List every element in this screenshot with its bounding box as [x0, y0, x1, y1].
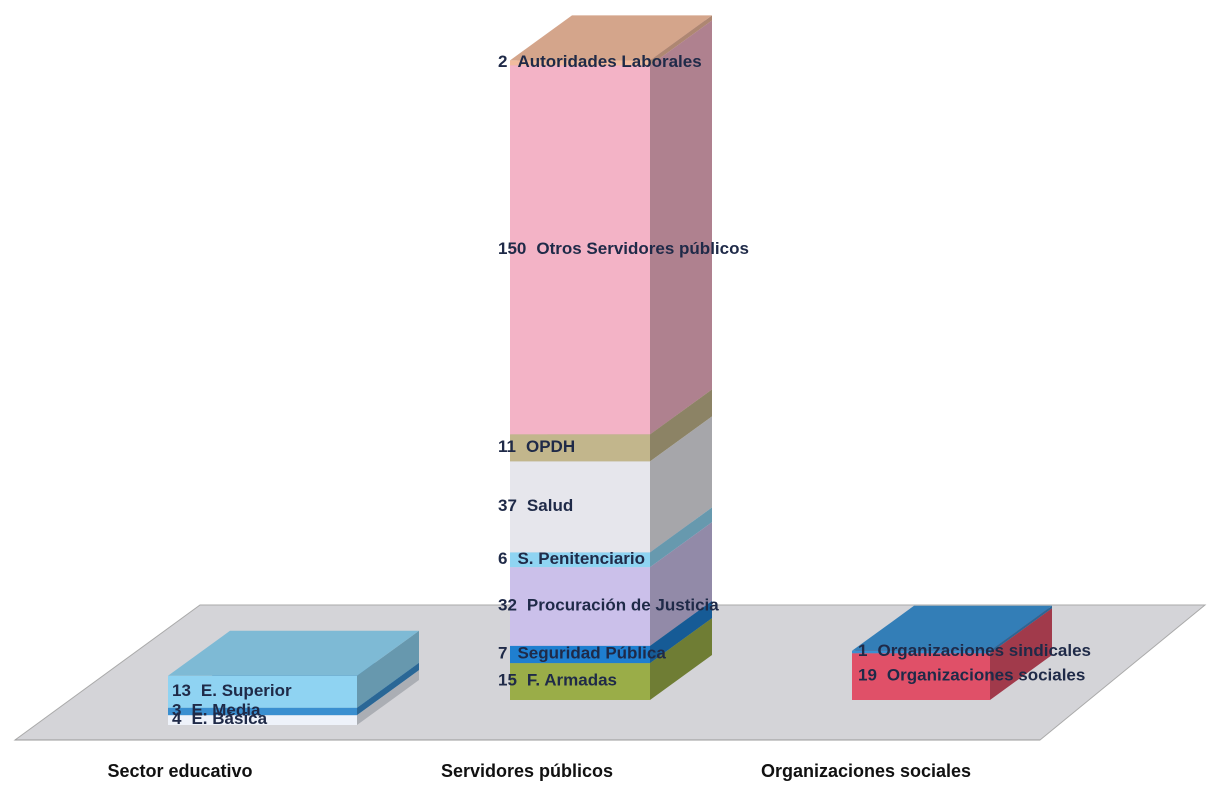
data-label-name: Otros Servidores públicos: [536, 239, 749, 258]
data-label-name: Procuración de Justicia: [527, 596, 719, 615]
data-label-name: S. Penitenciario: [517, 549, 645, 568]
data-label-name: E. Media: [191, 701, 261, 720]
data-label-value: 1: [858, 642, 867, 661]
bar-segment: [852, 653, 990, 700]
data-label: 19 Organizaciones sociales: [858, 666, 1085, 685]
x-tick-label: Sector educativo: [107, 761, 252, 781]
data-label: 11 OPDH: [498, 437, 575, 456]
bar-segment: [168, 715, 357, 725]
bar-segment: [510, 663, 650, 700]
data-label-value: 6: [498, 549, 507, 568]
data-label-value: 15: [498, 671, 517, 690]
data-label-value: 13: [172, 681, 191, 700]
data-label-value: 3: [172, 701, 181, 720]
bar-side: [650, 522, 712, 646]
bar-side: [650, 15, 712, 66]
data-label-value: 19: [858, 666, 877, 685]
bar-side: [357, 670, 419, 725]
bar-segment: [852, 650, 990, 654]
bar-side: [357, 630, 419, 708]
data-label-name: E. Básica: [191, 710, 267, 729]
data-label-name: E. Superior: [201, 681, 292, 700]
bar-side: [990, 605, 1052, 654]
data-label-value: 150: [498, 239, 526, 258]
bar-segment: [510, 552, 650, 568]
bar-side: [357, 662, 419, 716]
data-label-value: 11: [498, 437, 516, 456]
data-label-value: 2: [498, 52, 507, 71]
data-label: 3 E. Media: [172, 701, 261, 720]
x-tick-label: Organizaciones sociales: [761, 761, 971, 781]
bar-side: [650, 389, 712, 462]
bar-segment: [510, 461, 650, 553]
x-tick-label: Servidores públicos: [441, 761, 613, 781]
bar-segment: [510, 65, 650, 435]
data-label-value: 37: [498, 496, 517, 515]
bar-segment: [510, 567, 650, 646]
bar-side: [650, 507, 712, 568]
data-label: 32 Procuración de Justicia: [498, 596, 719, 615]
data-label-name: Seguridad Pública: [517, 644, 666, 663]
bar-side: [650, 600, 712, 664]
data-label: 2 Autoridades Laborales: [498, 52, 702, 71]
data-label-name: Organizaciones sociales: [887, 666, 1085, 685]
bar-side: [650, 416, 712, 553]
bar-side: [650, 20, 712, 435]
bar-segment: [168, 707, 357, 716]
data-label-value: 7: [498, 644, 507, 663]
data-label: 150 Otros Servidores públicos: [498, 239, 749, 258]
data-label: 15 F. Armadas: [498, 671, 617, 690]
data-label-name: F. Armadas: [527, 671, 617, 690]
data-label-name: Autoridades Laborales: [517, 52, 701, 71]
data-label: 7 Seguridad Pública: [498, 644, 666, 663]
bar-side: [650, 618, 712, 700]
data-label: 6 S. Penitenciario: [498, 549, 645, 568]
bar-top: [852, 605, 1052, 651]
data-label: 1 Organizaciones sindicales: [858, 642, 1091, 661]
data-label: 13 E. Superior: [172, 681, 292, 700]
data-label-value: 4: [172, 710, 182, 729]
data-label: 37 Salud: [498, 496, 573, 515]
bar-segment: [510, 60, 650, 66]
data-label-name: Organizaciones sindicales: [877, 642, 1091, 661]
bar-segment: [168, 675, 357, 708]
bar-side: [990, 608, 1052, 700]
data-label-name: OPDH: [526, 437, 575, 456]
bar-top: [510, 15, 712, 61]
data-label-name: Salud: [527, 496, 573, 515]
data-label-value: 32: [498, 596, 517, 615]
bar-segment: [510, 645, 650, 664]
bar-segment: [510, 434, 650, 462]
data-label: 4 E. Básica: [172, 710, 268, 729]
bar-top: [168, 630, 419, 676]
